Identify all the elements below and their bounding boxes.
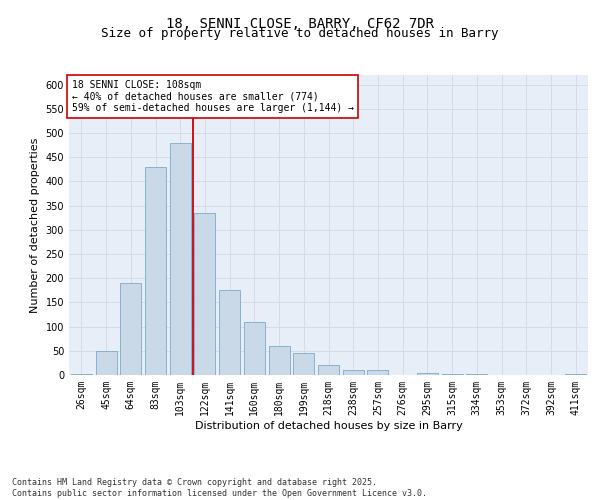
Bar <box>120 283 141 375</box>
Bar <box>565 374 586 375</box>
Bar <box>466 374 487 375</box>
Text: 18 SENNI CLOSE: 108sqm
← 40% of detached houses are smaller (774)
59% of semi-de: 18 SENNI CLOSE: 108sqm ← 40% of detached… <box>71 80 353 112</box>
Bar <box>293 353 314 375</box>
Text: 18, SENNI CLOSE, BARRY, CF62 7DR: 18, SENNI CLOSE, BARRY, CF62 7DR <box>166 18 434 32</box>
Bar <box>95 351 116 375</box>
Bar <box>244 322 265 375</box>
Bar <box>343 370 364 375</box>
Bar <box>367 370 388 375</box>
Text: Contains HM Land Registry data © Crown copyright and database right 2025.
Contai: Contains HM Land Registry data © Crown c… <box>12 478 427 498</box>
Bar <box>145 167 166 375</box>
Bar <box>442 374 463 375</box>
Bar <box>71 374 92 375</box>
Bar <box>318 366 339 375</box>
X-axis label: Distribution of detached houses by size in Barry: Distribution of detached houses by size … <box>194 420 463 430</box>
Y-axis label: Number of detached properties: Number of detached properties <box>30 138 40 312</box>
Text: Size of property relative to detached houses in Barry: Size of property relative to detached ho… <box>101 28 499 40</box>
Bar <box>219 290 240 375</box>
Bar <box>194 213 215 375</box>
Bar <box>170 142 191 375</box>
Bar <box>269 346 290 375</box>
Bar <box>417 372 438 375</box>
